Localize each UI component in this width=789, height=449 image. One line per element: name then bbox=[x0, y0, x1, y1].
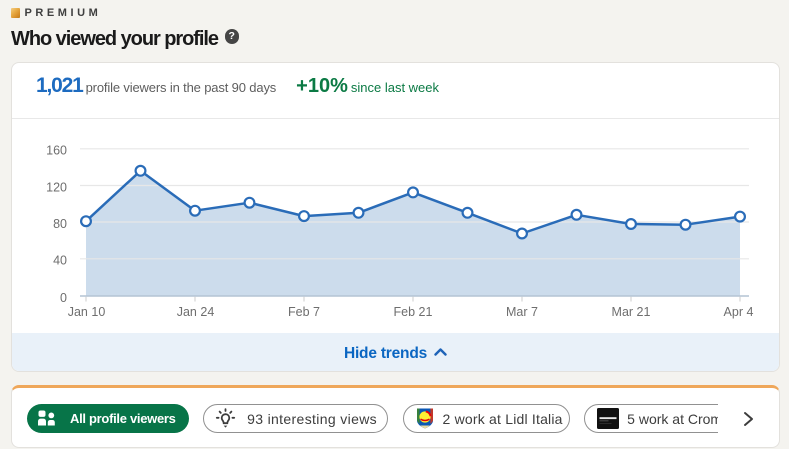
svg-text:120: 120 bbox=[46, 180, 67, 194]
svg-text:40: 40 bbox=[53, 254, 67, 268]
svg-text:Apr 4: Apr 4 bbox=[724, 305, 754, 319]
svg-text:Mar 7: Mar 7 bbox=[506, 305, 538, 319]
svg-text:80: 80 bbox=[53, 217, 67, 231]
svg-text:Jan 10: Jan 10 bbox=[68, 305, 106, 319]
svg-text:160: 160 bbox=[46, 144, 67, 158]
svg-text:0: 0 bbox=[60, 291, 67, 305]
svg-text:Jan 24: Jan 24 bbox=[177, 305, 215, 319]
svg-text:Feb 7: Feb 7 bbox=[288, 305, 320, 319]
svg-text:Feb 21: Feb 21 bbox=[394, 305, 433, 319]
svg-text:Mar 21: Mar 21 bbox=[612, 305, 651, 319]
